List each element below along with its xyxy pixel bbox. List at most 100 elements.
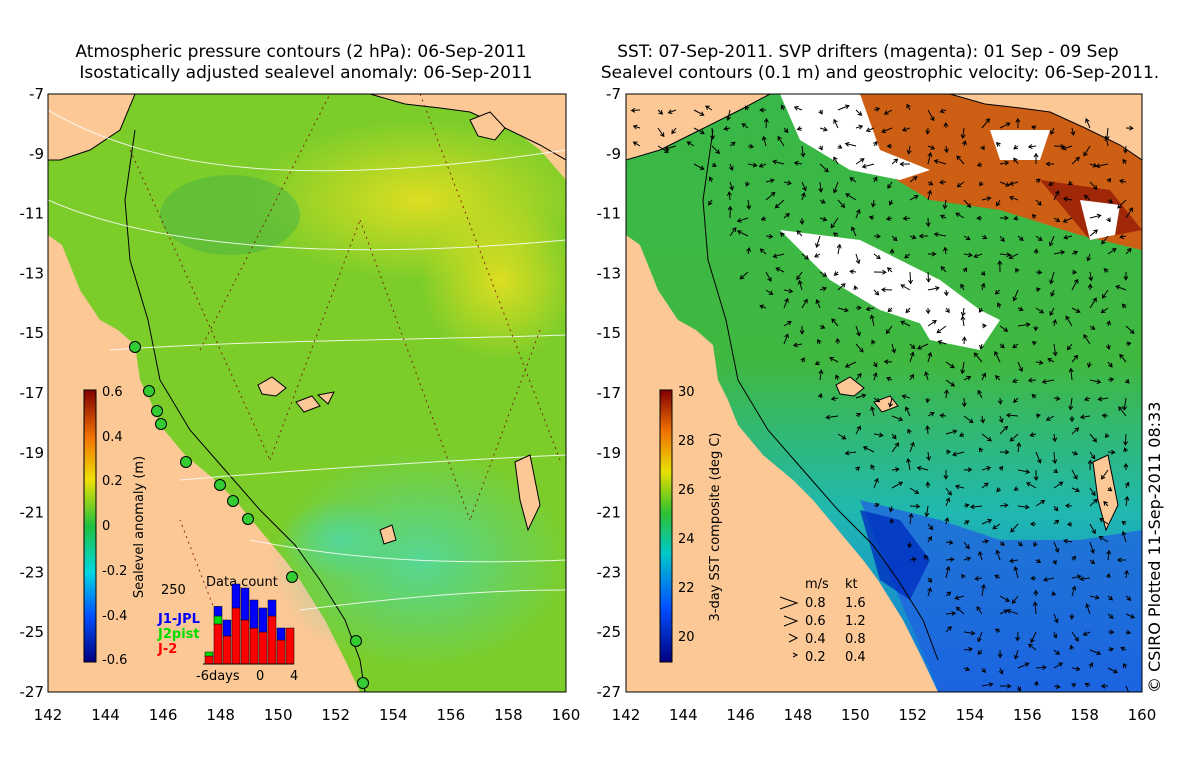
velocity-arrow — [1071, 156, 1080, 165]
velocity-arrow — [888, 199, 894, 206]
velocity-arrow — [1124, 378, 1130, 384]
velocity-arrow — [1033, 589, 1039, 597]
velocity-arrow — [632, 141, 641, 147]
velocity-arrow — [945, 449, 952, 455]
left-cbar-tick: -0.2 — [102, 564, 127, 579]
velocity-arrow — [951, 451, 965, 457]
velocity-arrow — [819, 286, 828, 292]
velocity-arrow — [1117, 199, 1127, 209]
velocity-arrow — [1049, 271, 1055, 285]
velocity-arrow — [1119, 234, 1127, 240]
velocity-arrow — [1107, 613, 1114, 619]
velocity-arrow — [945, 307, 950, 314]
velocity-arrow — [1061, 145, 1073, 151]
velocity-arrow — [1033, 680, 1039, 687]
velocity-arrow — [924, 554, 929, 561]
lat-tick-label: -7 — [29, 85, 44, 103]
velocity-arrow — [855, 325, 861, 337]
velocity-arrow — [870, 464, 875, 471]
velocity-arrow — [855, 305, 862, 311]
velocity-arrow — [1089, 523, 1096, 535]
velocity-arrow — [980, 583, 986, 597]
velocity-arrow — [940, 265, 947, 273]
velocity-arrow — [1029, 521, 1037, 527]
velocity-arrow — [1100, 683, 1109, 689]
vel-header-kt: kt — [845, 577, 858, 592]
velocity-arrow — [981, 682, 994, 687]
left-map — [48, 94, 566, 692]
velocity-arrow — [1035, 178, 1041, 184]
left-cbar-tick: 0.2 — [102, 474, 123, 489]
velocity-arrow — [780, 104, 786, 111]
velocity-arrow — [1027, 377, 1037, 383]
velocity-arrow — [1053, 190, 1060, 201]
velocity-arrow — [729, 227, 737, 237]
lon-tick-label: 142 — [34, 706, 63, 724]
velocity-arrow — [844, 361, 857, 368]
velocity-arrow — [1052, 343, 1058, 357]
velocity-arrow — [1013, 215, 1019, 221]
velocity-arrow — [1071, 574, 1082, 580]
velocity-arrow — [793, 105, 803, 111]
velocity-arrow — [1062, 196, 1073, 202]
velocity-arrow — [799, 325, 805, 335]
velocity-arrow — [891, 467, 900, 472]
velocity-arrow — [746, 247, 752, 255]
velocity-arrow — [1098, 536, 1109, 543]
velocity-arrow — [999, 325, 1009, 332]
velocity-arrow — [927, 189, 933, 201]
velocity-arrow — [765, 178, 775, 184]
right-title-line1: SST: 07-Sep-2011. SVP drifters (magenta)… — [617, 42, 1118, 62]
velocity-arrow — [873, 432, 884, 438]
velocity-arrow — [1063, 234, 1073, 240]
velocity-arrow — [870, 405, 875, 417]
velocity-arrow — [1030, 575, 1037, 581]
velocity-arrow — [1122, 158, 1127, 165]
histogram-bar — [213, 606, 223, 617]
right-cbar-tick: 28 — [678, 434, 695, 449]
velocity-arrow — [978, 550, 983, 561]
velocity-arrow — [844, 450, 857, 456]
hist-tick-start: -6days — [196, 669, 240, 684]
left-reef-contour — [124, 129, 366, 692]
histogram-bar — [231, 607, 241, 665]
velocity-arrow — [963, 252, 973, 258]
velocity-arrow — [1031, 393, 1037, 399]
velocity-arrow — [1107, 595, 1114, 601]
velocity-arrow — [979, 181, 984, 187]
velocity-arrow — [708, 199, 713, 206]
velocity-arrow — [1053, 250, 1066, 255]
velocity-arrow — [999, 235, 1005, 243]
lon-tick-label: 158 — [1070, 706, 1099, 724]
velocity-arrow — [1103, 268, 1109, 273]
velocity-arrow — [901, 126, 911, 132]
left-map-frame — [47, 93, 567, 693]
velocity-arrow — [945, 429, 958, 435]
velocity-arrow — [1052, 318, 1058, 327]
velocity-arrow — [745, 181, 750, 187]
velocity-arrow — [1053, 662, 1064, 669]
velocity-arrow — [1013, 144, 1019, 150]
velocity-arrow — [999, 425, 1009, 435]
legend-j2pist: J2pist — [157, 627, 200, 642]
velocity-arrow — [845, 193, 857, 201]
velocity-arrow — [976, 162, 983, 167]
velocity-arrow — [1027, 144, 1037, 150]
velocity-arrow — [671, 127, 677, 135]
lon-tick-label: 150 — [841, 706, 870, 724]
lon-tick-label: 146 — [149, 706, 178, 724]
velocity-arrow — [873, 289, 880, 296]
velocity-arrow — [1015, 267, 1020, 273]
velocity-arrow — [996, 302, 1002, 309]
velocity-arrow — [783, 321, 792, 327]
velocity-arrow — [956, 155, 965, 165]
velocity-arrow — [1121, 521, 1127, 526]
velocity-arrow — [1066, 521, 1073, 527]
velocity-arrow — [1087, 283, 1093, 291]
velocity-arrow — [925, 397, 931, 404]
data-count-histogram: 250 Data count J1-JPL J2pist J-2 -6days … — [157, 575, 298, 684]
velocity-arrow — [1045, 415, 1055, 421]
velocity-arrow — [981, 518, 993, 525]
velocity-arrow — [765, 233, 774, 239]
